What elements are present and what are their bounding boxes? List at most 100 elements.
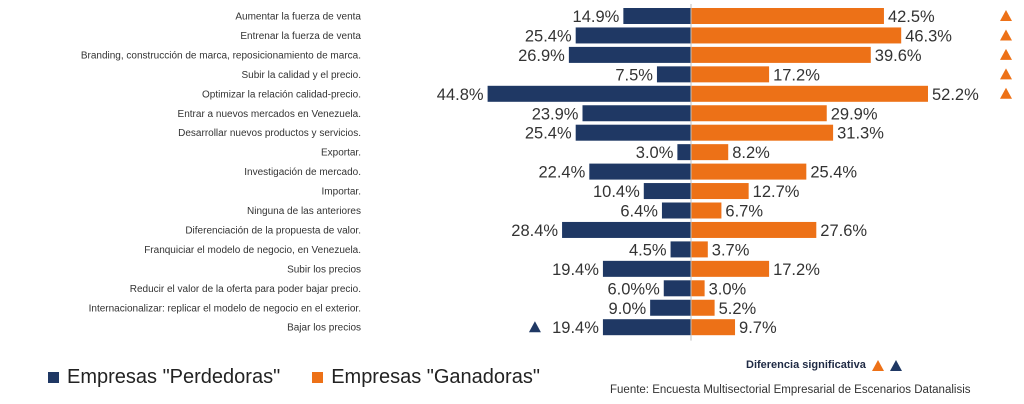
value-label-perdedoras: 25.4%: [525, 125, 572, 143]
value-label-perdedoras: 3.0%: [636, 144, 674, 162]
category-label: Aumentar la fuerza de venta: [235, 12, 361, 23]
bar-perdedoras: [589, 163, 691, 180]
bar-ganadoras: [691, 144, 729, 161]
legend-item-ganadoras: Empresas "Ganadoras": [312, 366, 540, 389]
category-label: Entrar a nuevos mercados en Venezuela.: [178, 109, 361, 120]
significance-triangle-icon: [1000, 87, 1012, 99]
bar-perdedoras: [670, 241, 691, 258]
significance-legend-label: Diferencia significativa: [746, 359, 866, 371]
value-label-perdedoras: 22.4%: [539, 164, 586, 182]
significance-triangle-icon: [528, 321, 541, 333]
category-label: Optimizar la relación calidad-precio.: [202, 89, 361, 100]
bar-perdedoras: [562, 221, 691, 238]
value-label-perdedoras: 28.4%: [511, 222, 558, 240]
value-label-ganadoras: 3.7%: [712, 241, 750, 259]
bar-perdedoras: [661, 202, 691, 219]
value-label-ganadoras: 25.4%: [810, 164, 857, 182]
bar-ganadoras: [691, 124, 834, 141]
bar-ganadoras: [691, 241, 708, 258]
category-label: Franquiciar el modelo de negocio, en Ven…: [144, 245, 361, 256]
bar-perdedoras: [575, 124, 691, 141]
legend-swatch-perdedoras: [48, 372, 59, 383]
bar-perdedoras: [487, 85, 691, 102]
category-label: Exportar.: [321, 148, 361, 159]
category-label: Investigación de mercado.: [244, 167, 361, 178]
bar-perdedoras: [575, 27, 691, 44]
bar-ganadoras: [691, 221, 817, 238]
category-label: Bajar los precios: [287, 323, 361, 334]
category-label: Diferenciación de la propuesta de valor.: [185, 225, 361, 236]
value-label-ganadoras: 9.7%: [739, 319, 777, 337]
value-label-ganadoras: 29.9%: [831, 105, 878, 123]
value-label-perdedoras: 9.0%: [609, 300, 647, 318]
value-label-ganadoras: 12.7%: [753, 183, 800, 201]
value-label-perdedoras: 6.0%%: [607, 280, 660, 298]
bar-perdedoras: [582, 105, 691, 122]
value-label-perdedoras: 25.4%: [525, 27, 572, 45]
category-label: Branding, construcción de marca, reposic…: [81, 50, 361, 61]
value-label-perdedoras: 19.4%: [552, 261, 599, 279]
category-label: Desarrollar nuevos productos y servicios…: [178, 128, 361, 139]
bar-perdedoras: [602, 319, 691, 336]
legend: Empresas "Perdedoras" Empresas "Ganadora…: [48, 366, 558, 389]
bar-perdedoras: [643, 183, 691, 200]
bar-perdedoras: [623, 8, 691, 24]
legend-item-perdedoras: Empresas "Perdedoras": [48, 366, 280, 389]
value-label-perdedoras: 26.9%: [518, 47, 565, 65]
value-label-perdedoras: 7.5%: [615, 66, 653, 84]
value-label-perdedoras: 23.9%: [532, 105, 579, 123]
value-label-ganadoras: 27.6%: [820, 222, 867, 240]
category-label: Ninguna de las anteriores: [247, 206, 361, 217]
value-label-ganadoras: 42.5%: [888, 8, 935, 26]
value-label-perdedoras: 6.4%: [620, 203, 658, 221]
legend-label-perdedoras: Empresas "Perdedoras": [67, 366, 281, 388]
navy-triangle-icon: [889, 359, 902, 371]
bar-ganadoras: [691, 66, 770, 83]
value-label-ganadoras: 6.7%: [725, 203, 763, 221]
significance-triangle-icon: [1000, 48, 1012, 60]
bar-ganadoras: [691, 8, 884, 24]
significance-triangle-icon: [1000, 29, 1012, 41]
bar-perdedoras: [677, 144, 691, 161]
category-label: Subir los precios: [287, 264, 361, 275]
source-note: Fuente: Encuesta Multisectorial Empresar…: [610, 384, 971, 396]
bar-ganadoras: [691, 183, 749, 200]
value-label-ganadoras: 31.3%: [837, 125, 884, 143]
value-label-ganadoras: 8.2%: [732, 144, 770, 162]
orange-triangle-icon: [871, 359, 884, 371]
diverging-bar-chart: Aumentar la fuerza de venta 14.9% 42.5% Ent…: [81, 4, 1012, 341]
bar-ganadoras: [691, 299, 715, 316]
value-label-perdedoras: 14.9%: [573, 8, 620, 26]
bar-ganadoras: [691, 85, 928, 102]
value-label-ganadoras: 3.0%: [709, 280, 747, 298]
bar-ganadoras: [691, 163, 807, 180]
bar-ganadoras: [691, 105, 827, 122]
significance-legend: Diferencia significativa: [746, 359, 902, 371]
legend-swatch-ganadoras: [312, 372, 324, 383]
value-label-ganadoras: 52.2%: [932, 86, 979, 104]
bar-ganadoras: [691, 280, 705, 297]
legend-label-ganadoras: Empresas "Ganadoras": [331, 366, 540, 388]
value-label-perdedoras: 10.4%: [593, 183, 640, 201]
value-label-ganadoras: 17.2%: [773, 261, 820, 279]
value-label-ganadoras: 17.2%: [773, 66, 820, 84]
bar-ganadoras: [691, 319, 736, 336]
category-label: Subir la calidad y el precio.: [241, 70, 361, 81]
category-label: Reducir el valor de la oferta para poder…: [130, 284, 361, 295]
bar-ganadoras: [691, 202, 722, 219]
bar-perdedoras: [568, 46, 691, 63]
bar-ganadoras: [691, 27, 902, 44]
value-label-perdedoras: 4.5%: [629, 241, 667, 259]
category-label: Importar.: [322, 187, 361, 198]
value-label-perdedoras: 19.4%: [552, 319, 599, 337]
bar-ganadoras: [691, 260, 770, 277]
bar-perdedoras: [602, 260, 691, 277]
significance-triangle-icon: [1000, 10, 1012, 21]
bar-perdedoras: [650, 299, 691, 316]
value-label-ganadoras: 39.6%: [875, 47, 922, 65]
category-label: Internacionalizar: replicar el modelo de…: [89, 303, 361, 314]
significance-triangle-icon: [1000, 68, 1012, 80]
value-label-ganadoras: 5.2%: [719, 300, 757, 318]
bar-perdedoras: [663, 280, 691, 297]
bar-ganadoras: [691, 46, 871, 63]
